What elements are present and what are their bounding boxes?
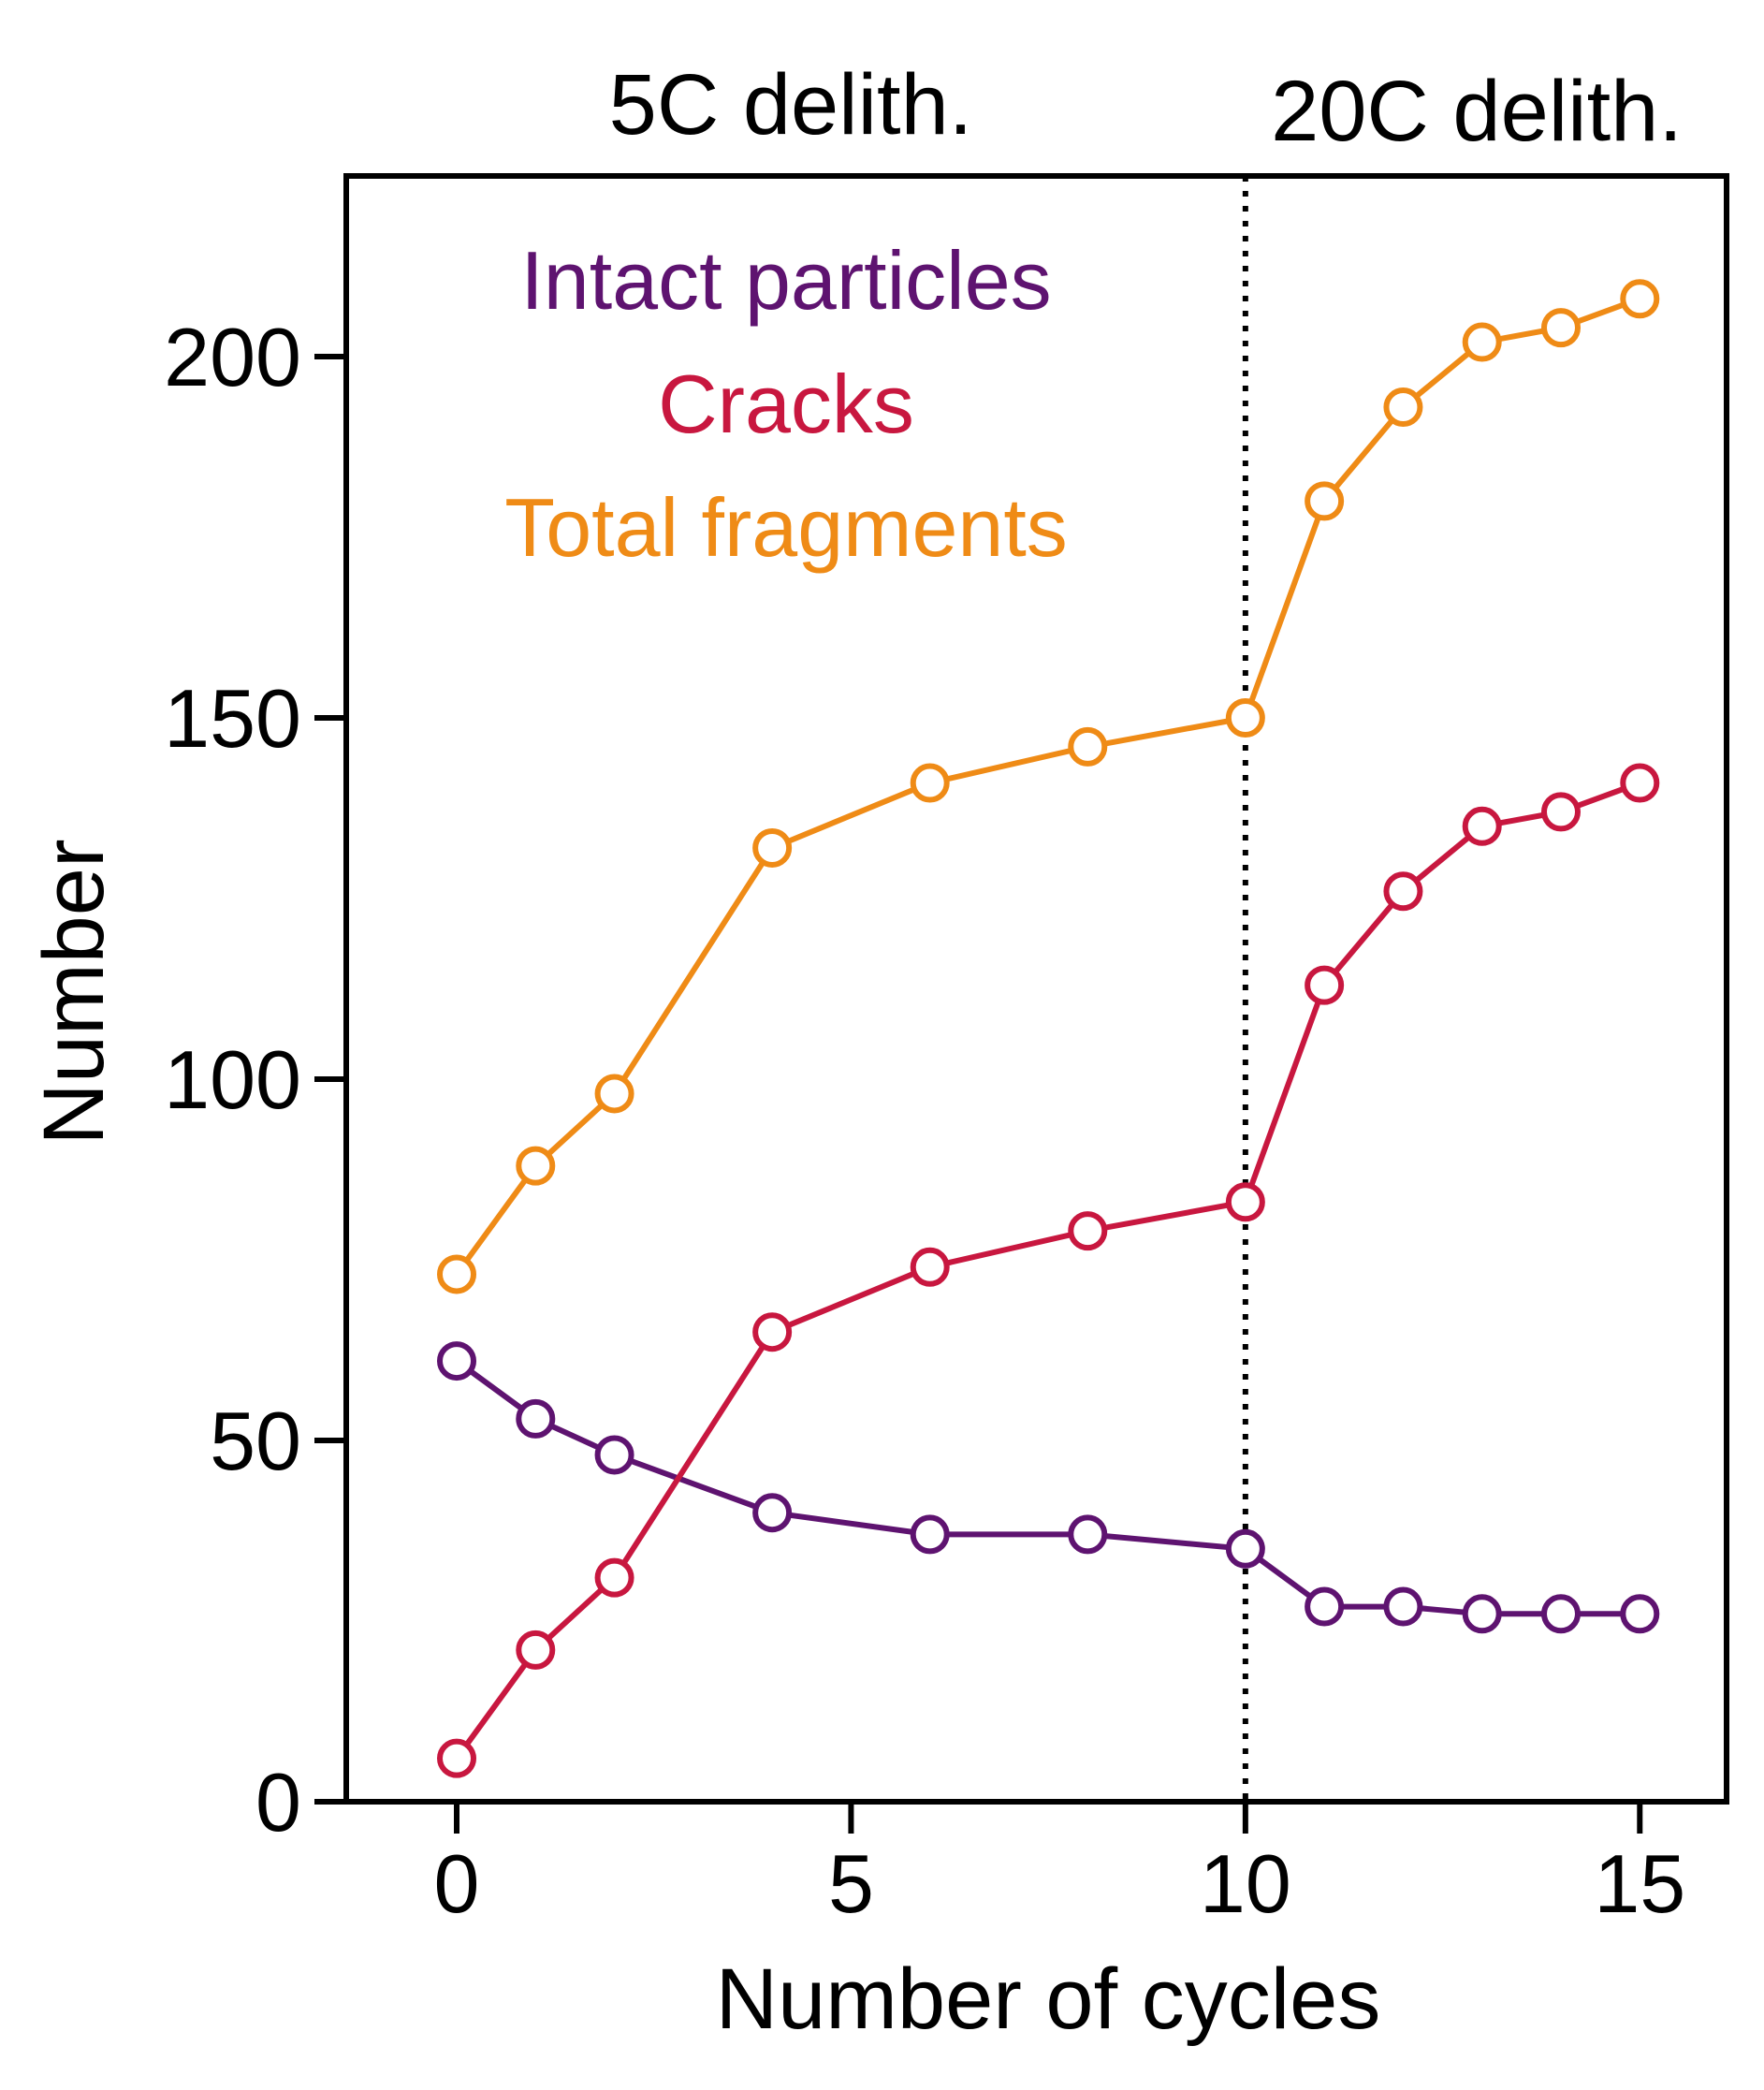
data-point-cracks-9 <box>1462 806 1502 846</box>
data-point-total-fragments-10 <box>1541 308 1581 348</box>
y-axis: 0 50 100 150 200 <box>164 311 346 1849</box>
x-axis: 0 5 10 15 <box>434 1802 1685 1930</box>
data-point-total-fragments-7 <box>1305 481 1345 521</box>
data-point-intact-particles-11 <box>1620 1594 1660 1634</box>
legend-entry-intact-particles: Intact particles <box>520 234 1051 327</box>
data-point-total-fragments-11 <box>1620 279 1660 319</box>
data-point-total-fragments-3 <box>752 827 793 868</box>
data-point-total-fragments-8 <box>1383 387 1423 428</box>
y-axis-title: Number <box>26 839 122 1145</box>
series-cracks <box>437 763 1660 1778</box>
series-total-fragments <box>437 279 1660 1294</box>
x-tick-label-15: 15 <box>1594 1837 1685 1930</box>
data-point-intact-particles-2 <box>594 1435 634 1475</box>
data-point-intact-particles-0 <box>437 1341 476 1381</box>
data-point-cracks-5 <box>1068 1211 1108 1251</box>
plot-frame <box>343 173 1729 1805</box>
data-point-cracks-8 <box>1383 871 1423 912</box>
data-point-total-fragments-6 <box>1225 698 1265 738</box>
series-line-intact-particles <box>455 1358 1640 1617</box>
region-label-right: 20C delith. <box>1271 64 1683 159</box>
data-point-cracks-4 <box>910 1247 950 1287</box>
data-point-intact-particles-9 <box>1462 1594 1502 1634</box>
series-layer <box>437 279 1660 1778</box>
data-point-cracks-1 <box>516 1630 556 1670</box>
data-point-intact-particles-3 <box>752 1493 793 1533</box>
data-point-total-fragments-2 <box>594 1074 634 1114</box>
series-intact-particles <box>437 1341 1660 1634</box>
data-point-intact-particles-10 <box>1541 1594 1581 1634</box>
data-point-intact-particles-6 <box>1225 1528 1265 1569</box>
data-point-total-fragments-1 <box>516 1146 556 1186</box>
y-tick-label-100: 100 <box>164 1033 301 1126</box>
data-point-intact-particles-7 <box>1305 1586 1345 1627</box>
data-point-cracks-10 <box>1541 792 1581 832</box>
series-line-total-fragments <box>454 296 1641 1277</box>
data-point-intact-particles-4 <box>910 1514 950 1555</box>
legend-entry-cracks: Cracks <box>658 358 914 450</box>
data-point-intact-particles-1 <box>516 1398 556 1439</box>
region-label-left: 5C delith. <box>609 57 973 153</box>
x-axis-title: Number of cycles <box>716 1951 1381 2047</box>
data-point-cracks-0 <box>437 1738 476 1778</box>
data-point-total-fragments-0 <box>437 1254 476 1294</box>
data-point-total-fragments-4 <box>910 763 950 803</box>
x-tick-label-5: 5 <box>828 1837 874 1930</box>
data-point-cracks-2 <box>594 1557 634 1598</box>
data-point-cracks-11 <box>1620 763 1660 803</box>
data-point-intact-particles-5 <box>1068 1514 1108 1555</box>
data-point-cracks-6 <box>1225 1182 1265 1222</box>
x-tick-label-0: 0 <box>434 1837 480 1930</box>
data-point-total-fragments-5 <box>1068 726 1108 767</box>
y-tick-label-0: 0 <box>255 1756 301 1849</box>
y-tick-label-150: 150 <box>164 672 301 765</box>
y-tick-label-200: 200 <box>164 311 301 403</box>
y-tick-label-50: 50 <box>210 1395 301 1487</box>
legend-entry-total-fragments: Total fragments <box>504 481 1068 574</box>
data-point-cracks-3 <box>752 1312 793 1352</box>
x-tick-label-10: 10 <box>1200 1837 1291 1930</box>
data-point-intact-particles-8 <box>1383 1586 1423 1627</box>
data-point-cracks-7 <box>1305 965 1345 1005</box>
data-point-total-fragments-9 <box>1462 322 1502 362</box>
